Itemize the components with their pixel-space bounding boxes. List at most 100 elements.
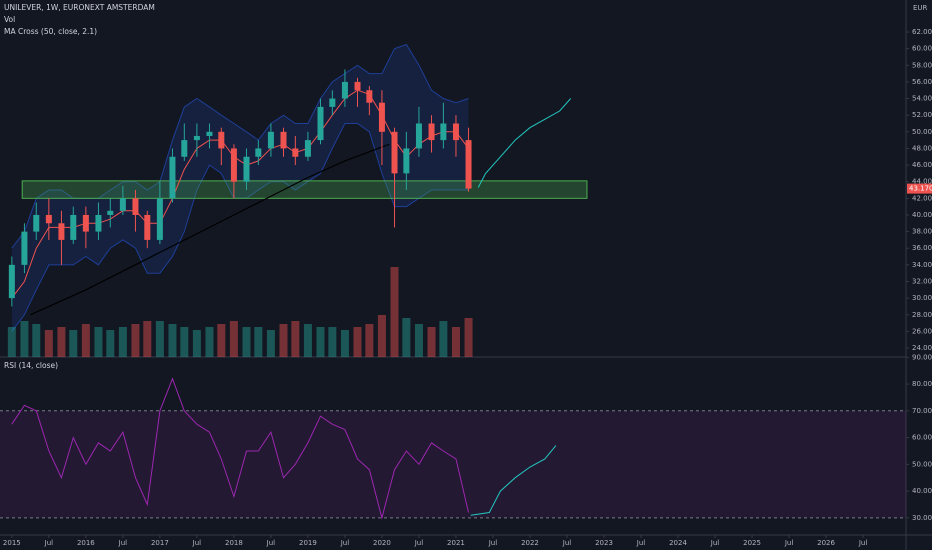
volume-bar (57, 327, 66, 357)
candle-body (317, 106, 324, 141)
x-tick-label: 2019 (299, 539, 317, 547)
candle-body (292, 148, 299, 157)
y-tick-label: 42.000 (912, 194, 932, 202)
volume-bar (340, 330, 349, 357)
candle-body (82, 214, 89, 232)
candle-body (280, 131, 287, 149)
y-tick-label: 40.000 (912, 211, 932, 219)
candle-body (156, 198, 163, 240)
y-tick-label: 38.000 (912, 228, 932, 236)
x-tick-label: Jul (44, 539, 54, 547)
volume-bar (217, 324, 226, 357)
volume-bar (402, 318, 411, 357)
y-tick-label: 36.000 (912, 244, 932, 252)
candle-body (243, 156, 250, 182)
candle-body (58, 223, 65, 240)
x-tick-label: 2021 (447, 539, 465, 547)
volume-bar (168, 324, 177, 357)
y-tick-label: 60.000 (912, 45, 932, 53)
candle-body (255, 148, 262, 157)
volume-bar (155, 321, 164, 357)
x-tick-label: 2015 (3, 539, 21, 547)
volume-bar (94, 327, 103, 357)
candle-body (8, 264, 15, 299)
x-tick-label: 2026 (817, 539, 835, 547)
indicator-label: MA Cross (50, close, 2.1) (4, 27, 97, 36)
rsi-title: RSI (14, close) (4, 361, 58, 370)
candle-body (341, 81, 348, 99)
y-tick-label: 26.000 (912, 327, 932, 335)
volume-bar (205, 327, 214, 357)
rsi-tick-label: 30.00 (912, 514, 932, 522)
x-tick-label: 2025 (743, 539, 761, 547)
x-tick-label: Jul (118, 539, 128, 547)
y-tick-label: 54.000 (912, 95, 932, 103)
candle-body (107, 210, 114, 215)
candle-body (70, 214, 77, 240)
candle-body (33, 214, 40, 232)
rsi-tick-label: 80.00 (912, 380, 932, 388)
candle-body (465, 140, 472, 189)
volume-bar (81, 324, 90, 357)
volume-bar (266, 330, 275, 357)
volume-bar (32, 324, 41, 357)
y-tick-label: 56.000 (912, 78, 932, 86)
support-zone (21, 180, 588, 199)
volume-bar (291, 321, 300, 357)
candle-body (366, 90, 373, 103)
x-tick-label: 2020 (373, 539, 391, 547)
y-tick-label: 46.000 (912, 161, 932, 169)
candle-body (119, 198, 126, 211)
candle-body (45, 214, 52, 224)
volume-label: Vol (4, 15, 15, 24)
x-tick-label: 2022 (521, 539, 539, 547)
candle-body (378, 102, 385, 132)
volume-bar (427, 327, 436, 357)
symbol-title: UNILEVER, 1W, EURONEXT AMSTERDAM (4, 3, 155, 12)
currency: EUR (913, 4, 928, 12)
x-tick-label: 2023 (595, 539, 613, 547)
volume-bar (303, 324, 312, 357)
rsi-tick-label: 70.00 (912, 407, 932, 415)
volume-bar (118, 327, 127, 357)
y-tick-label: 28.000 (912, 311, 932, 319)
y-tick-label: 58.000 (912, 61, 932, 69)
volume-bar (106, 330, 115, 357)
rsi-projection (470, 445, 557, 516)
volume-bar (279, 324, 288, 357)
last-price-badge (907, 183, 932, 194)
volume-bar (7, 327, 16, 357)
plot (0, 31, 909, 538)
y-tick-label: 30.000 (912, 294, 932, 302)
ma-slow (30, 143, 390, 316)
x-tick-label: Jul (488, 539, 498, 547)
x-tick-label: Jul (562, 539, 572, 547)
y-tick-label: 32.000 (912, 277, 932, 285)
last-price-label: 43.170 (909, 185, 932, 193)
volume-bar (328, 327, 337, 357)
rsi-tick-label: 90.00 (912, 353, 932, 361)
rsi-tick-label: 40.00 (912, 487, 932, 495)
volume-bar (254, 327, 263, 357)
volume-bar (44, 330, 53, 357)
candle-body (132, 198, 139, 215)
candle-body (403, 148, 410, 174)
x-tick-label: Jul (266, 539, 276, 547)
x-tick-label: 2017 (151, 539, 169, 547)
candle-body (21, 231, 28, 265)
rsi-tick-label: 60.00 (912, 434, 932, 442)
candle-body (354, 81, 361, 91)
volume-bar (377, 315, 386, 357)
candle-body (304, 140, 311, 157)
volume-bar (365, 324, 374, 357)
volume-bar (316, 327, 325, 357)
candle-body (415, 123, 422, 149)
rsi-line (11, 377, 469, 520)
volume-bar (20, 321, 29, 357)
volume-bar (143, 321, 152, 357)
rsi-band (0, 410, 906, 518)
y-tick-label: 50.000 (912, 128, 932, 136)
volume-bar (242, 327, 251, 357)
volume-bar (180, 327, 189, 357)
